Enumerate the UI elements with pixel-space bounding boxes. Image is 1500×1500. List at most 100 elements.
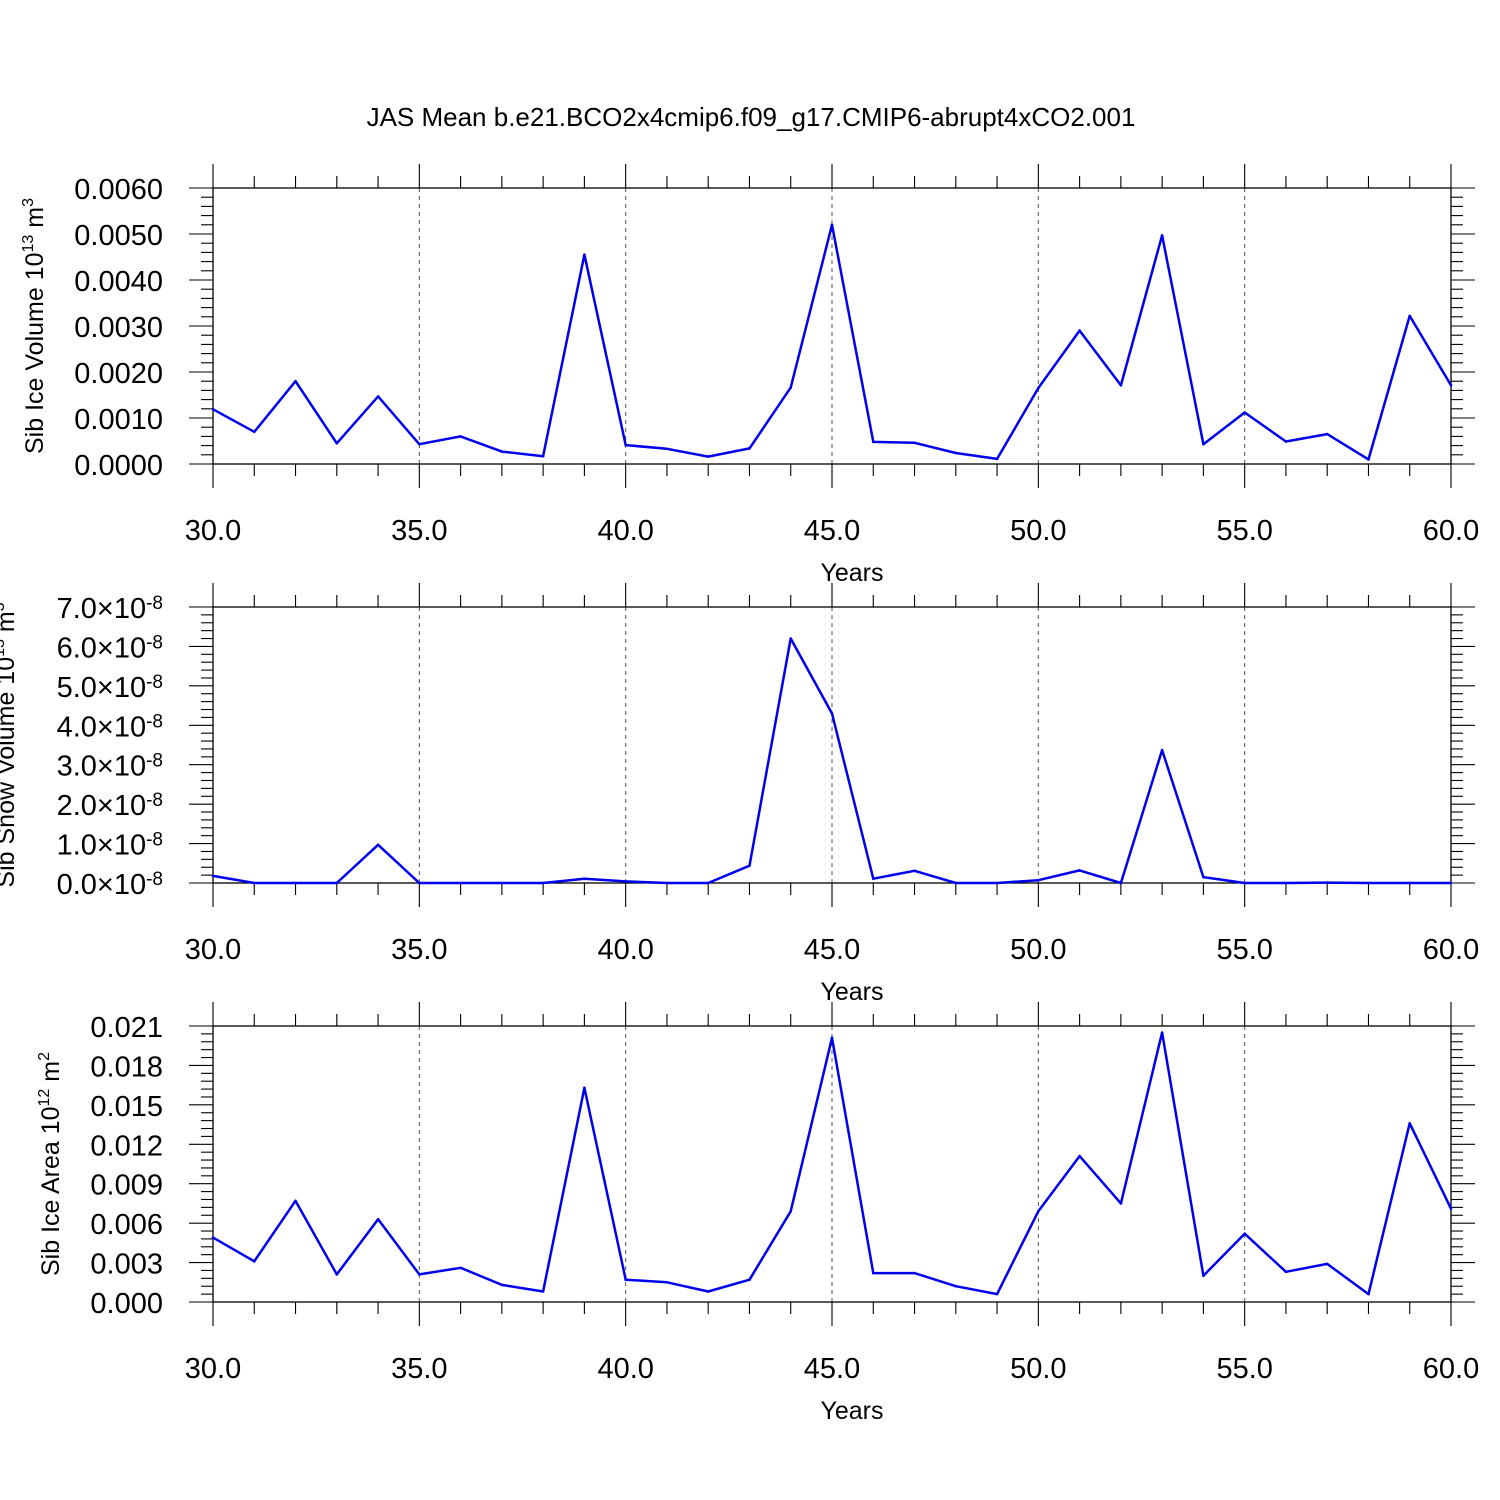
y-tick-label: 4.0×10-8: [57, 711, 163, 743]
data-point: [253, 881, 256, 885]
plot-frame: [212, 187, 1452, 465]
y-axis-title: Sib Ice Volume 1013 m3: [20, 198, 49, 454]
x-tick-label: 50.0: [1010, 1353, 1066, 1385]
x-axis-title: Years: [820, 1397, 883, 1425]
data-point: [1037, 878, 1040, 882]
data-point: [418, 1273, 421, 1276]
data-point: [1119, 1202, 1123, 1205]
data-point: [1367, 458, 1370, 461]
data-point: [995, 457, 999, 461]
data-point: [1160, 1031, 1164, 1034]
data-point: [211, 1236, 215, 1239]
data-point: [1160, 748, 1164, 752]
panel-sib-snow-volume: 30.0 35.0 40.0 45.0 50.0 55.0 60.0 0.0×10-8 1.0×…: [0, 583, 1479, 1006]
data-point: [954, 451, 958, 455]
y-tick-label: 0.0030: [74, 312, 163, 344]
x-tick-label: 50.0: [1010, 515, 1066, 547]
data-point: [1078, 869, 1081, 872]
data-point: [1284, 1270, 1288, 1274]
y-tick-label: 0.012: [90, 1130, 163, 1162]
data-point: [459, 881, 462, 885]
data-point: [1408, 881, 1411, 885]
x-axis-title: Years: [820, 978, 883, 1006]
data-point: [1243, 1232, 1246, 1235]
y-tick-label: 0.0040: [74, 266, 163, 298]
x-tick-label: 30.0: [185, 1353, 241, 1385]
data-point: [253, 1260, 256, 1263]
plot-frame: [212, 606, 1452, 884]
data-point: [1449, 881, 1453, 885]
y-axis-title: Sib Snow Volume 1013 m3: [0, 602, 20, 887]
data-point: [583, 253, 586, 256]
data-point: [1284, 881, 1288, 885]
data-point: [872, 1271, 875, 1275]
data-point: [1119, 881, 1123, 885]
data-point: [541, 1290, 545, 1293]
data-point: [1325, 1262, 1329, 1266]
y-tick-label: 0.0000: [74, 450, 163, 482]
y-tick-label: 0.000: [90, 1288, 163, 1320]
x-tick-label: 40.0: [597, 934, 653, 966]
data-point: [541, 454, 545, 458]
data-point: [1202, 442, 1205, 446]
data-point: [500, 450, 504, 453]
y-tick-label: 0.0010: [74, 404, 163, 436]
data-point: [1078, 329, 1081, 332]
data-point: [913, 441, 916, 445]
data-point: [1037, 386, 1040, 390]
data-point: [1119, 384, 1123, 387]
data-point: [1408, 314, 1411, 318]
panel-sib-ice-volume: 30.0 35.0 40.0 45.0 50.0 55.0 60.0 0.0000 0.0010…: [20, 164, 1479, 587]
data-point: [418, 442, 421, 446]
y-tick-label: 0.0050: [74, 220, 163, 252]
x-tick-label: 60.0: [1423, 1353, 1479, 1385]
data-point: [253, 430, 256, 434]
data-point: [706, 455, 710, 458]
data-point: [1202, 875, 1205, 879]
y-axis-title: Sib Ice Area 1012 m2: [36, 1052, 65, 1276]
data-point: [830, 223, 834, 227]
data-point: [459, 435, 462, 438]
data-point: [418, 881, 421, 885]
x-tick-label: 35.0: [391, 515, 447, 547]
data-point: [748, 864, 751, 867]
y-tick-label: 0.003: [90, 1249, 163, 1281]
data-point: [665, 881, 669, 885]
x-tick-label: 35.0: [391, 1353, 447, 1385]
x-tick-label: 55.0: [1216, 515, 1272, 547]
data-point: [1160, 234, 1164, 237]
data-point: [913, 869, 916, 873]
data-point: [376, 1217, 380, 1221]
y-tick-label: 0.0×10-8: [57, 869, 163, 901]
y-tick-label: 1.0×10-8: [57, 830, 163, 862]
data-point: [872, 440, 875, 444]
x-tick-label: 55.0: [1216, 934, 1272, 966]
data-point: [1078, 1154, 1081, 1158]
data-point: [541, 881, 545, 885]
data-point: [376, 843, 380, 847]
y-tick-label: 3.0×10-8: [57, 751, 163, 783]
data-point: [335, 1273, 339, 1276]
x-tick-label: 60.0: [1423, 515, 1479, 547]
y-tick-label: 0.015: [90, 1091, 163, 1123]
y-tick-label: 6.0×10-8: [57, 632, 163, 664]
data-point: [1449, 1207, 1453, 1210]
data-point: [706, 1290, 710, 1293]
data-point: [995, 881, 999, 885]
data-point: [706, 881, 710, 885]
data-point: [1449, 384, 1453, 387]
data-point: [583, 877, 586, 880]
data-point: [211, 408, 215, 411]
data-point: [1325, 432, 1329, 436]
data-point: [665, 1281, 669, 1284]
data-point: [294, 379, 297, 383]
data-point: [789, 386, 792, 389]
x-tick-label: 45.0: [804, 1353, 860, 1385]
data-point: [294, 881, 297, 885]
y-tick-label: 5.0×10-8: [57, 672, 163, 704]
data-point: [1037, 1210, 1040, 1213]
x-tick-label: 30.0: [185, 934, 241, 966]
data-point: [1284, 440, 1288, 443]
data-point: [500, 1283, 504, 1287]
data-point: [1325, 881, 1329, 884]
